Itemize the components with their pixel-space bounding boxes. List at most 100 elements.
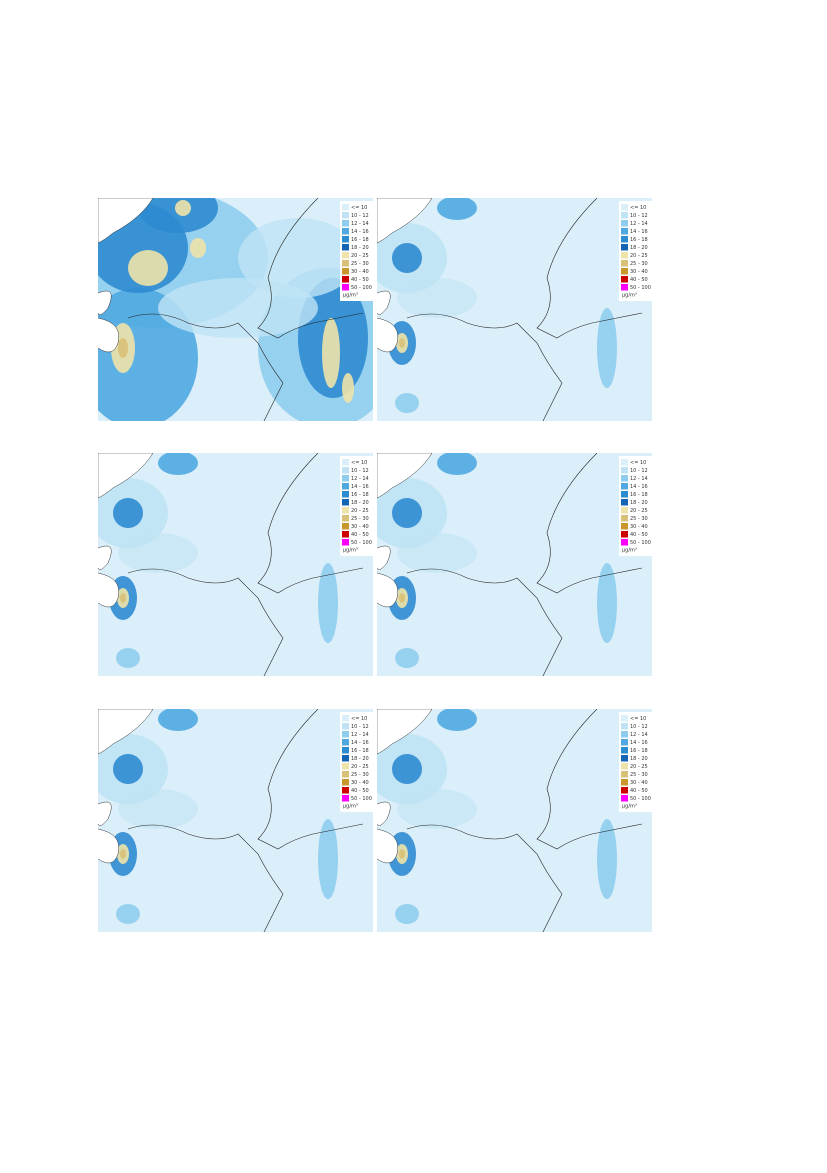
legend-label: 20 - 25 [351, 764, 369, 770]
legend-swatch [621, 204, 628, 211]
legend: <= 10 10 - 12 12 - 14 14 - 16 16 - 18 18 - 20… [619, 201, 653, 301]
concentration-area [395, 393, 419, 413]
border-line [406, 709, 643, 932]
legend-label: 10 - 12 [351, 724, 369, 730]
concentration-area [120, 593, 126, 603]
concentration-area [399, 593, 405, 603]
legend-label: <= 10 [351, 205, 367, 211]
legend-swatch [621, 236, 628, 243]
concentration-area [399, 849, 405, 859]
legend-swatch [342, 739, 349, 746]
concentration-area [395, 648, 419, 668]
border-line [127, 453, 364, 676]
coastline [98, 198, 154, 353]
legend-swatch [621, 755, 628, 762]
legend-swatch [342, 531, 349, 538]
legend-swatch [342, 787, 349, 794]
concentration-area [437, 709, 477, 731]
map-panel [98, 198, 373, 421]
concentration-area [322, 318, 340, 388]
concentration-area [437, 198, 477, 220]
legend-swatch [342, 260, 349, 267]
legend-swatch [621, 723, 628, 730]
coastline [98, 709, 154, 864]
concentration-area [397, 789, 477, 829]
legend-label: 50 - 100 [351, 285, 372, 291]
concentration-area [397, 533, 477, 573]
concentration-area [392, 498, 422, 528]
concentration-area [399, 338, 405, 348]
concentration-area [138, 198, 218, 233]
legend-label: <= 10 [630, 460, 646, 466]
legend: <= 10 10 - 12 12 - 14 14 - 16 16 - 18 18 - 20… [340, 456, 374, 556]
legend-swatch [621, 491, 628, 498]
legend-swatch [342, 523, 349, 530]
legend-swatch [621, 228, 628, 235]
legend: <= 10 10 - 12 12 - 14 14 - 16 16 - 18 18 - 20… [619, 712, 653, 812]
legend-label: 50 - 100 [630, 285, 651, 291]
coastline [377, 198, 433, 353]
border-line [127, 709, 364, 932]
legend-swatch [342, 228, 349, 235]
legend-label: <= 10 [630, 205, 646, 211]
legend-swatch [621, 763, 628, 770]
legend-swatch [342, 467, 349, 474]
legend-swatch [342, 499, 349, 506]
legend-label: 20 - 25 [630, 764, 648, 770]
legend-label: 25 - 30 [630, 261, 648, 267]
legend-swatch [342, 212, 349, 219]
legend-swatch [621, 523, 628, 530]
concentration-area [397, 278, 477, 318]
legend-label: 14 - 16 [630, 484, 648, 490]
legend-label: 25 - 30 [630, 516, 648, 522]
legend-label: 30 - 40 [630, 269, 648, 275]
map-panel [98, 709, 373, 932]
legend-swatch [342, 252, 349, 259]
concentration-area [113, 498, 143, 528]
legend-label: 16 - 18 [630, 748, 648, 754]
legend-swatch [342, 763, 349, 770]
legend-label: 40 - 50 [630, 532, 648, 538]
concentration-area [597, 563, 617, 643]
legend-swatch [621, 739, 628, 746]
legend-swatch [621, 507, 628, 514]
legend-swatch [621, 260, 628, 267]
legend-label: 14 - 16 [630, 740, 648, 746]
legend-label: 10 - 12 [630, 724, 648, 730]
legend-label: 14 - 16 [351, 484, 369, 490]
coastline [377, 453, 433, 608]
map-panel [377, 198, 652, 421]
legend-label: 25 - 30 [630, 772, 648, 778]
coastline [98, 453, 154, 608]
concentration-area [158, 453, 198, 475]
legend-label: 30 - 40 [351, 780, 369, 786]
legend-swatch [342, 539, 349, 546]
legend-label: 40 - 50 [351, 532, 369, 538]
concentration-area [158, 709, 198, 731]
map-panel [377, 709, 652, 932]
legend-label: 50 - 100 [351, 796, 372, 802]
border-line [406, 198, 643, 421]
legend-label: 12 - 14 [630, 476, 648, 482]
legend-label: 14 - 16 [630, 229, 648, 235]
legend-label: 20 - 25 [351, 253, 369, 259]
concentration-area [318, 819, 338, 899]
legend-swatch [342, 268, 349, 275]
legend-unit: μg/m³ [622, 548, 637, 554]
legend-label: 12 - 14 [351, 221, 369, 227]
legend-label: <= 10 [351, 460, 367, 466]
legend-swatch [621, 787, 628, 794]
legend-swatch [621, 515, 628, 522]
legend-label: 16 - 18 [351, 492, 369, 498]
legend-swatch [621, 252, 628, 259]
concentration-area [116, 648, 140, 668]
legend-swatch [621, 268, 628, 275]
legend-swatch [342, 723, 349, 730]
legend-unit: μg/m³ [622, 804, 637, 810]
legend-label: 25 - 30 [351, 772, 369, 778]
legend-swatch [621, 779, 628, 786]
legend-label: 25 - 30 [351, 261, 369, 267]
legend-label: 16 - 18 [630, 237, 648, 243]
concentration-area [113, 754, 143, 784]
